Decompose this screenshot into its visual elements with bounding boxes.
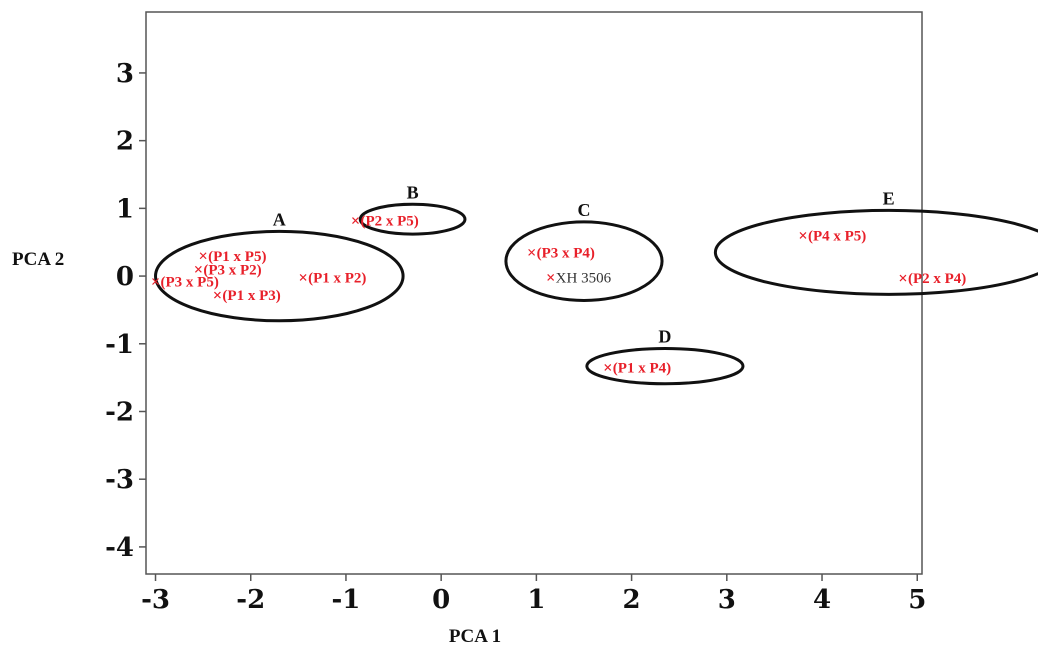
cluster-label-e: E [883,188,895,208]
y-axis-title: PCA 2 [12,249,64,270]
data-point-label: (P2 x P5) [360,214,418,230]
data-point-marker [352,217,359,224]
cluster-label-b: B [407,182,419,202]
data-point-marker [152,278,159,285]
y-tick-label: 2 [116,127,134,157]
y-tick-label: -2 [105,397,134,427]
data-point-marker [528,248,536,256]
cluster-label-d: D [658,327,671,347]
data-point-marker [547,274,555,281]
cluster-label-c: C [577,200,590,220]
x-tick-label: 5 [908,585,926,615]
data-point-marker [194,265,202,273]
cluster-ellipse-c [504,220,664,302]
x-tick-label: -1 [332,585,361,615]
data-point-label: (P3 x P2) [203,262,261,278]
y-tick-label: -3 [105,465,134,495]
cluster-ellipses: A B C D E [154,182,1038,386]
y-tick-label: 1 [116,194,134,224]
data-point-label: (P3 x P5) [161,274,219,290]
y-tick-label: -4 [105,533,134,563]
x-tick-label: 2 [623,585,641,615]
x-tick-label: -3 [141,585,170,615]
data-point-marker [604,364,612,371]
x-tick-label: 4 [813,585,831,615]
data-point-marker [213,291,221,299]
data-point-marker [799,232,807,239]
data-point-label: XH 3506 [556,270,612,286]
data-point-label: (P2 x P4) [908,271,966,287]
cluster-ellipse-d [585,347,745,386]
cluster-ellipse-e [713,208,1038,296]
x-tick-label: 1 [527,585,545,615]
data-point-marker [299,274,307,281]
y-tick-label: 0 [116,262,134,292]
data-points: (P1 x P5)(P3 x P2)(P3 x P5)(P1 x P3) (P1 … [152,214,966,376]
data-point-marker [199,252,207,260]
data-point-label: (P1 x P3) [222,288,280,304]
x-axis-title: PCA 1 [449,626,501,647]
cluster-ellipse-a [154,229,405,323]
cluster-label-a: A [273,209,286,229]
y-tick-label: -1 [105,330,134,360]
data-point-label: (P1 x P5) [208,249,266,265]
data-point-marker [899,274,907,282]
cluster-ellipse-b [358,202,467,236]
x-tick-label: 3 [718,585,736,615]
y-tick-label: 3 [116,59,134,89]
x-tick-label: -2 [236,585,265,615]
data-point-label: (P3 x P4) [537,245,595,261]
data-point-label: (P1 x P4) [613,360,671,376]
x-tick-label: 0 [432,585,450,615]
data-point-label: (P1 x P2) [308,270,366,286]
data-point-label: (P4 x P5) [808,228,866,244]
